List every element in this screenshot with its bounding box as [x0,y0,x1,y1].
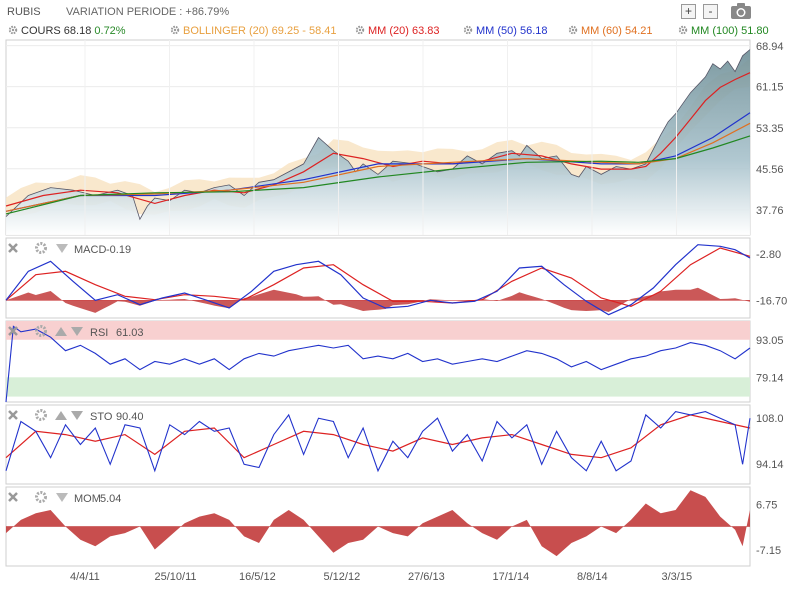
rsi-oversold-zone [6,377,750,397]
price-tick-label: 45.56 [756,164,784,176]
price-line [5,49,751,221]
sto-tick-label: 108.0 [756,413,784,425]
legend-label: MM (100) [691,25,739,37]
legend-mm20[interactable]: MM (20) 63.83 [355,25,440,37]
x-tick-label: 4/4/11 [70,571,100,583]
mom-tick-label: -7.15 [756,545,781,557]
camera-icon[interactable] [730,2,752,20]
close-icon [8,243,18,253]
legend-label: MM (50) [476,25,517,37]
mom-controls [8,491,68,503]
rsi-controls [8,325,83,337]
arrow-down-icon [71,411,83,420]
legend-value: 63.83 [412,25,440,37]
top-bar: RUBIS VARIATION PERIODE : +86.79% + - [0,0,793,24]
legend-mm60[interactable]: MM (60) 54.21 [568,25,653,37]
x-tick-label: 5/12/12 [324,571,361,583]
legend-value: 51.80 [741,25,769,37]
legend-value: 68.18 [63,25,92,37]
gear-icon[interactable] [463,25,473,35]
sto-value: 90.40 [116,411,144,423]
macd-value: -0.19 [106,244,131,256]
rsi-overbought-zone [6,321,750,340]
gear-icon[interactable] [355,25,365,35]
rsi-tick-label: 79.14 [756,372,784,384]
series-mm100 [5,135,751,215]
legend-label: MM (20) [368,25,409,37]
price-tick-label: 61.15 [756,82,784,94]
gear-icon[interactable] [8,25,18,35]
legend-value: 56.18 [520,25,548,37]
macd-tick-label: -16.70 [756,295,787,307]
gear-icon[interactable] [678,25,688,35]
sto-tick-label: 94.14 [756,459,784,471]
arrow-down-icon [56,244,68,253]
series-mm50 [5,112,751,212]
macd-histogram [6,287,750,313]
legend-label: COURS [21,25,61,37]
gear-icon[interactable] [170,25,180,35]
legend-mm50[interactable]: MM (50) 56.18 [463,25,548,37]
close-icon [8,326,18,336]
rsi-value: 61.03 [116,327,144,339]
chart-title: RUBIS [7,6,41,18]
legend-change: 0.72% [94,25,126,37]
legend-value: 54.21 [625,25,653,37]
price-tick-label: 37.76 [756,205,784,217]
legend-value: 69.25 - 58.41 [271,25,337,37]
gear-icon[interactable] [568,25,578,35]
price-area [6,49,750,235]
variation-label: VARIATION PERIODE : +86.79% [66,6,230,18]
sto-signal-line [5,414,751,459]
rsi-title: RSI [90,327,108,339]
sto-title: STO [90,411,113,423]
legend-mm100[interactable]: MM (100) 51.80 [678,25,769,37]
zoom-out-button[interactable]: - [703,4,718,19]
arrow-up-icon [55,327,67,336]
legend-bollinger[interactable]: BOLLINGER (20) 69.25 - 58.41 [170,25,337,37]
mom-tick-label: 6.75 [756,499,777,511]
price-tick-label: 53.35 [756,123,784,135]
x-tick-label: 3/3/15 [662,571,693,583]
mom-title: MOM [74,493,101,505]
macd-controls [8,242,68,254]
x-tick-label: 27/6/13 [408,571,445,583]
mom-area [6,490,750,557]
gear-icon [35,242,47,254]
rsi-tick-label: 93.05 [756,335,784,347]
legend-cours[interactable]: COURS 68.18 0.72% [8,25,126,37]
legend-label: BOLLINGER (20) [183,25,269,37]
sto-controls [8,409,83,421]
arrow-down-icon [56,493,68,502]
rsi-line [5,325,751,403]
macd-signal-line [5,247,751,307]
arrow-up-icon [55,411,67,420]
gear-icon [35,491,47,503]
mom-value: 5.04 [100,493,121,505]
price-tick-label: 68.94 [756,41,784,53]
gear-icon [35,325,47,337]
close-icon [8,492,18,502]
macd-title: MACD [74,244,106,256]
x-tick-label: 25/10/11 [155,571,197,583]
zoom-in-button[interactable]: + [681,4,696,19]
close-icon [8,410,18,420]
gear-icon [35,409,47,421]
x-tick-label: 17/1/14 [493,571,530,583]
legend-label: MM (60) [581,25,622,37]
x-tick-label: 8/8/14 [577,571,608,583]
arrow-down-icon [71,327,83,336]
x-tick-label: 16/5/12 [239,571,276,583]
legend-bar: COURS 68.18 0.72% BOLLINGER (20) 69.25 -… [0,24,793,40]
macd-line [5,244,751,316]
macd-tick-label: -2.80 [756,249,781,261]
sto-line [5,410,751,473]
